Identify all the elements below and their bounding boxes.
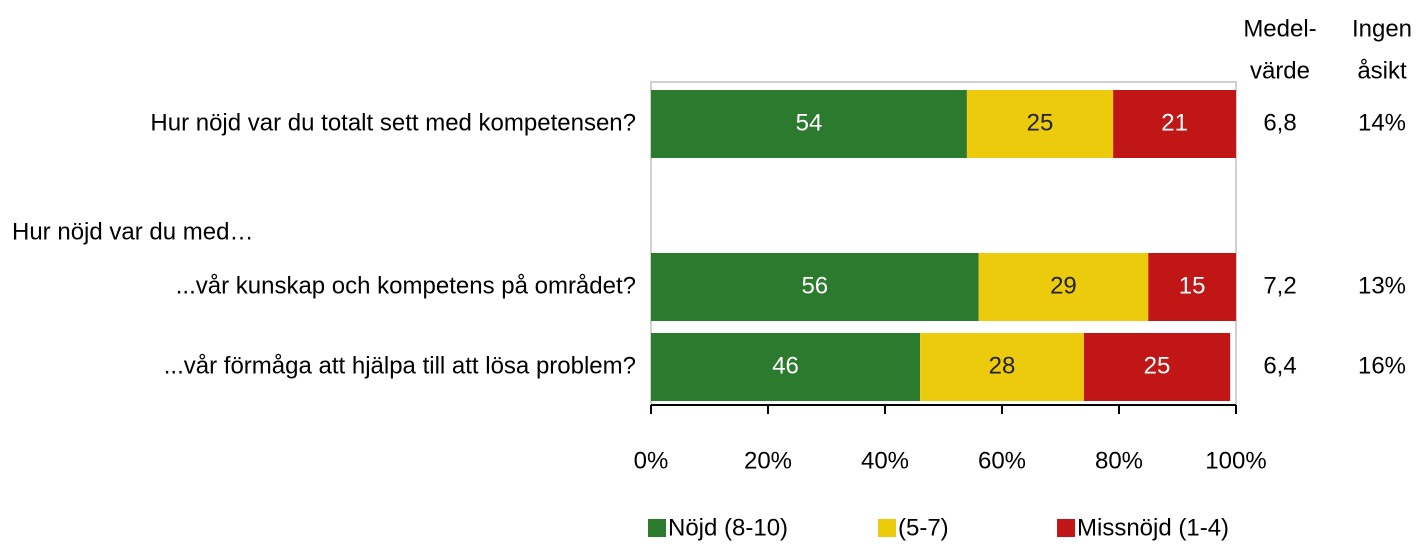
data-label: 46 bbox=[772, 352, 799, 379]
legend-label: (5-7) bbox=[898, 514, 949, 541]
x-tick-label: 20% bbox=[744, 447, 792, 474]
data-label: 54 bbox=[796, 109, 823, 136]
row-group-label: Hur nöjd var du med… bbox=[12, 218, 253, 245]
column-value: 6,4 bbox=[1263, 352, 1296, 379]
column-value: 13% bbox=[1358, 272, 1406, 299]
bar-segment bbox=[1113, 90, 1236, 158]
bar-segment bbox=[978, 253, 1149, 321]
data-label: 15 bbox=[1179, 272, 1206, 299]
y-tick-label: ...vår förmåga att hjälpa till att lösa … bbox=[164, 352, 636, 379]
data-label: 56 bbox=[801, 272, 828, 299]
x-tick-label: 80% bbox=[1095, 447, 1143, 474]
bar-segment bbox=[651, 90, 967, 158]
x-tick-label: 0% bbox=[634, 447, 669, 474]
column-value: 14% bbox=[1358, 109, 1406, 136]
column-value: 16% bbox=[1358, 352, 1406, 379]
bar-segment bbox=[1083, 333, 1231, 401]
legend-swatch bbox=[878, 519, 896, 537]
data-label: 25 bbox=[1144, 352, 1171, 379]
x-tick-label: 40% bbox=[861, 447, 909, 474]
x-tick-label: 100% bbox=[1205, 447, 1266, 474]
bar-segment bbox=[920, 333, 1084, 401]
column-header: värde bbox=[1250, 57, 1310, 84]
legend-swatch bbox=[648, 519, 666, 537]
bar-segment bbox=[1148, 253, 1236, 321]
data-label: 25 bbox=[1027, 109, 1054, 136]
legend-label: Missnöjd (1-4) bbox=[1077, 514, 1229, 541]
column-value: 6,8 bbox=[1263, 109, 1296, 136]
data-label: 29 bbox=[1050, 272, 1077, 299]
data-label: 21 bbox=[1161, 109, 1188, 136]
legend-label: Nöjd (8-10) bbox=[668, 514, 788, 541]
bar-segment bbox=[651, 333, 921, 401]
column-value: 7,2 bbox=[1263, 272, 1296, 299]
legend-swatch bbox=[1057, 519, 1075, 537]
data-label: 28 bbox=[989, 352, 1016, 379]
column-header: Ingen bbox=[1352, 15, 1412, 42]
y-tick-label: ...vår kunskap och kompetens på området? bbox=[176, 272, 636, 299]
column-header: Medel- bbox=[1243, 15, 1316, 42]
column-header: åsikt bbox=[1357, 57, 1407, 84]
x-tick-label: 60% bbox=[978, 447, 1026, 474]
bar-segment bbox=[651, 253, 979, 321]
y-tick-label: Hur nöjd var du totalt sett med kompeten… bbox=[150, 109, 636, 136]
bar-segment bbox=[966, 90, 1114, 158]
